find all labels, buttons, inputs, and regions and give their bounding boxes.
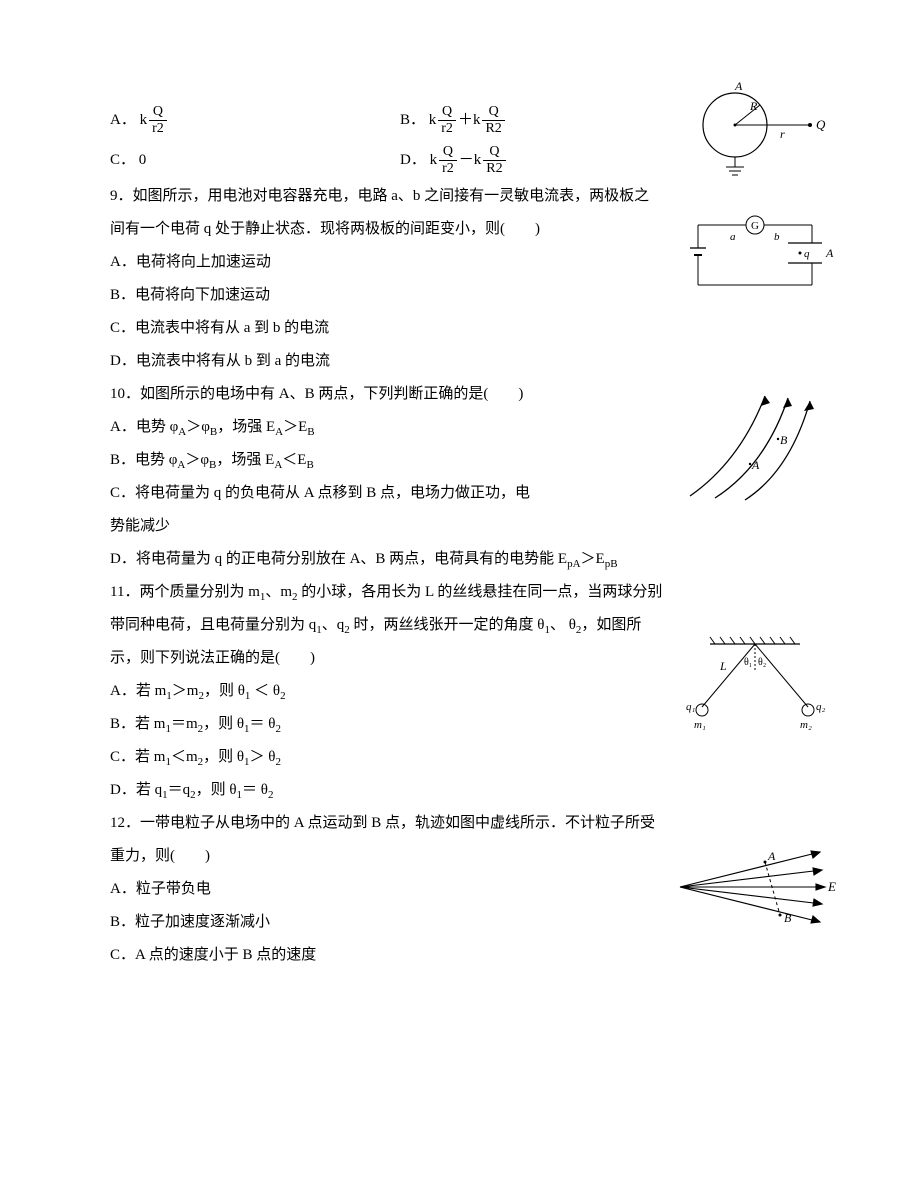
- operator: ＋k: [458, 112, 481, 128]
- q8-options-row2: C． 0 D． kQr2－kQR2: [110, 140, 810, 180]
- prefix: k: [430, 152, 438, 168]
- q11-option-B: B．若 m1＝m2，则 θ1＝ θ2: [110, 708, 810, 741]
- q9-option-D: D．电流表中将有从 b 到 a 的电流: [110, 345, 810, 378]
- q10-option-B: B．电势 φA＞φB，场强 EA＜EB: [110, 444, 810, 477]
- q10-option-C-2: 势能减少: [110, 510, 810, 543]
- fraction: Qr2: [149, 104, 167, 136]
- q12-option-A: A．粒子带负电: [110, 873, 810, 906]
- q8-option-D: D． kQr2－kQR2: [400, 144, 660, 177]
- label: A．: [110, 112, 136, 128]
- q9-stem-1: 9．如图所示，用电池对电容器充电，电路 a、b 之间接有一灵敏电流表，两极板之: [110, 180, 810, 213]
- label: C．: [110, 152, 135, 168]
- svg-text:R: R: [749, 99, 758, 113]
- fraction: Qr2: [439, 144, 457, 176]
- svg-text:A: A: [734, 80, 743, 93]
- q9-option-C: C．电流表中将有从 a 到 b 的电流: [110, 312, 810, 345]
- fraction: Qr2: [438, 104, 456, 136]
- svg-text:r: r: [780, 127, 785, 141]
- q12-stem-1: 12．一带电粒子从电场中的 A 点运动到 B 点，轨迹如图中虚线所示．不计粒子所…: [110, 807, 810, 840]
- q11-stem-3: 示，则下列说法正确的是( ) L θ₁ θ₂ q₁ q₂ m₁ m₂: [110, 642, 810, 675]
- q9-stem-2: 间有一个电荷 q 处于静止状态．现将两极板的间距变小，则( ) G a b q …: [110, 213, 810, 246]
- value: 0: [139, 152, 147, 168]
- q12-option-B: B．粒子加速度逐渐减小: [110, 906, 810, 939]
- svg-text:θ₁: θ₁: [744, 657, 752, 668]
- svg-text:q₂: q₂: [816, 701, 826, 713]
- label: D．: [400, 152, 426, 168]
- svg-text:G: G: [751, 220, 759, 232]
- q9-option-B: B．电荷将向下加速运动: [110, 279, 810, 312]
- q10-option-A: A．电势 φA＞φB，场强 EA＞EB A B: [110, 411, 810, 444]
- svg-text:L: L: [719, 659, 727, 673]
- svg-text:E: E: [827, 879, 836, 894]
- operator: －k: [459, 152, 482, 168]
- q11-option-C: C．若 m1＜m2，则 θ1＞ θ2: [110, 741, 810, 774]
- prefix: k: [429, 112, 437, 128]
- label: B．: [400, 112, 425, 128]
- q8-option-B: B． kQr2＋kQR2: [400, 104, 660, 137]
- q10-option-C-1: C．将电荷量为 q 的负电荷从 A 点移到 B 点，电场力做正功，电: [110, 477, 810, 510]
- q11-option-A: A．若 m1＞m2，则 θ1 ＜ θ2: [110, 675, 810, 708]
- fraction: QR2: [483, 144, 505, 176]
- q9-option-A: A．电荷将向上加速运动: [110, 246, 810, 279]
- svg-text:A: A: [825, 246, 834, 260]
- svg-text:a: a: [730, 231, 736, 243]
- svg-text:Q: Q: [816, 117, 826, 132]
- q11-option-D: D．若 q1＝q2，则 θ1＝ θ2: [110, 774, 810, 807]
- prefix: k: [140, 112, 148, 128]
- q10-option-D: D．将电荷量为 q 的正电荷分别放在 A、B 两点，电荷具有的电势能 EpA＞E…: [110, 543, 810, 576]
- svg-text:b: b: [774, 231, 780, 243]
- q11-stem-1: 11．两个质量分别为 m1、m2 的小球，各用长为 L 的丝线悬挂在同一点，当两…: [110, 576, 810, 609]
- physics-exam-page: A． kQr2 B． kQr2＋kQR2 R A r Q: [0, 0, 920, 1052]
- q8-options-row1: A． kQr2 B． kQr2＋kQR2 R A r Q: [110, 100, 810, 140]
- q8-option-C: C． 0: [110, 144, 400, 177]
- q8-option-A: A． kQr2: [110, 104, 400, 137]
- fraction: QR2: [482, 104, 504, 136]
- q12-option-C: C．A 点的速度小于 B 点的速度: [110, 939, 810, 972]
- q12-stem-2: 重力，则( ) A B E: [110, 840, 810, 873]
- svg-text:θ₂: θ₂: [758, 657, 766, 668]
- svg-text:A: A: [767, 849, 776, 863]
